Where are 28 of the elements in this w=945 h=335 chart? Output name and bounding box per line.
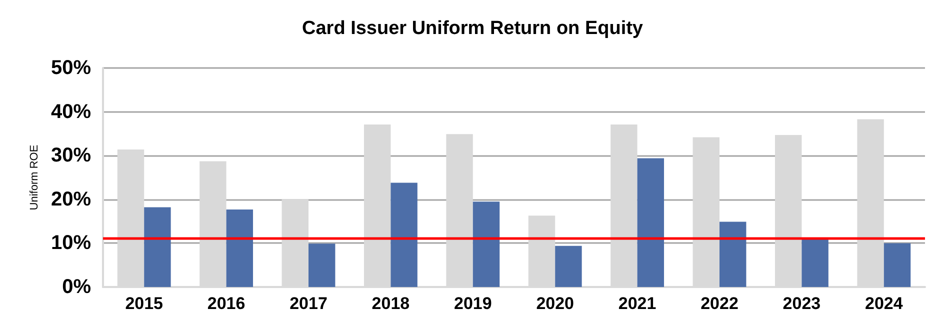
chart-title: Card Issuer Uniform Return on Equity [302, 18, 644, 39]
x-tick-label: 2023 [782, 294, 821, 313]
x-tick-label: 2021 [618, 294, 656, 313]
x-tick-label: 2022 [700, 294, 738, 313]
bar [472, 202, 500, 287]
x-tick-label: 2019 [454, 294, 492, 313]
x-tick-label: 2016 [207, 294, 246, 313]
x-tick-label: 2018 [372, 294, 410, 313]
y-tick-label: 20% [50, 188, 92, 210]
bar [884, 243, 911, 287]
bar [308, 244, 336, 287]
bar [390, 182, 418, 287]
x-tick-label: 2015 [125, 294, 164, 313]
bar [226, 209, 254, 287]
y-axis-title: Uniform ROE [28, 144, 41, 210]
bar [802, 239, 828, 287]
y-tick-label: 10% [50, 232, 92, 254]
x-tick-label: 2017 [290, 294, 328, 313]
x-tick-label: 2024 [864, 294, 904, 313]
bar [555, 246, 582, 287]
x-tick-label: 2020 [536, 294, 574, 313]
y-tick-label: 30% [50, 144, 92, 167]
bar [720, 222, 746, 287]
y-tick-label: 40% [50, 100, 92, 123]
y-tick-label: 0% [62, 276, 92, 298]
bar [637, 158, 664, 287]
y-tick-label: 50% [50, 57, 92, 79]
bar [144, 207, 171, 287]
